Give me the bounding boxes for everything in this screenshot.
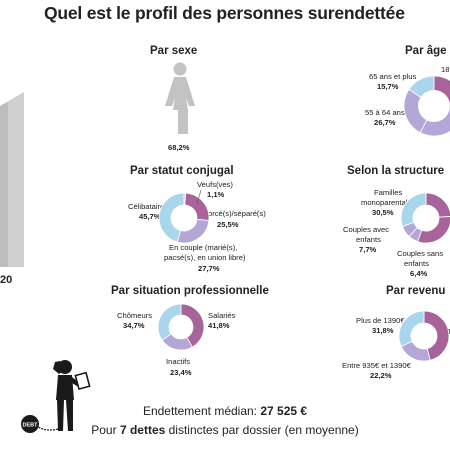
statut-slice-celibataires [158,192,185,243]
age-slice-other-a [433,75,450,104]
structure-label-avec-2: enfants [356,235,381,244]
structure-value-mono: 30,5% [372,208,394,217]
pro-value-chomeurs: 34,7% [123,321,145,330]
age-slice-65plus [408,75,435,98]
sexe-title: Par sexe [150,45,198,57]
sexe-value: 68,2% [168,143,190,152]
pro-value-salaries: 41,8% [208,321,230,330]
median-value: 27 525 € [260,404,308,418]
structure-slice-monoparentales [400,192,427,227]
debt-prisoner-icon: DEBT [21,360,91,433]
pro-label-inactifs: Inactifs [166,357,191,366]
median-debt-line: Endettement médian: 27 525 € [0,404,450,418]
age-title: Par âge [405,45,447,57]
debts-prefix: Pour [91,423,120,437]
statut-label-couple-1: En couple (marié(s), [169,243,238,252]
debts-value: 7 dettes [119,423,166,437]
pro-value-inactifs: 23,4% [170,368,192,377]
statut-slice-couple [176,218,210,244]
debts-count-line: Pour 7 dettes distinctes par dossier (en… [0,423,450,437]
statut-donut-chart [158,192,210,244]
age-value-55-64: 26,7% [374,118,396,127]
revenus-value-entre: 22,2% [370,371,392,380]
statut-leader-line [196,189,202,205]
structure-label-sans-1: Couples sans [397,249,444,258]
statut-label-veufs: Veufs(ves) [197,180,233,189]
left-panel-label: 20 [0,274,13,286]
structure-label-avec-1: Couples avec [343,225,390,234]
statut-value-couple: 27,7% [198,264,220,273]
pro-donut-chart [157,303,205,351]
pro-label-salaries: Salariés [208,311,236,320]
revenus-slice-other [423,310,450,361]
statut-label-divorce: Divorcé(s)/séparé(s) [197,209,266,218]
age-label-18: 18 [441,65,450,74]
structure-slice-other-b [417,216,450,244]
revenus-donut-chart [398,310,450,362]
pro-label-chomeurs: Chômeurs [117,311,153,320]
statut-label-couple-2: pacsé(s), en union libre) [164,253,246,262]
statut-value-veufs: 1,1% [207,190,225,199]
statut-value-celib: 45,7% [139,212,161,221]
structure-title: Selon la structure [347,165,445,177]
debt-ball-label: DEBT [23,423,39,429]
age-donut-chart [403,75,450,137]
woman-icon [165,62,195,134]
pro-title: Par situation professionnelle [111,285,269,297]
revenus-slice-plus [398,310,425,347]
structure-label-mono-1: Familles [374,188,403,197]
age-label-65plus: 65 ans et plus [369,72,417,81]
debts-suffix: distinctes par dossier (en moyenne) [165,423,359,437]
structure-value-avec: 7,7% [359,245,377,254]
structure-slice-other-a [425,192,450,218]
revenus-label-plus: Plus de 1390€ [356,316,405,325]
age-value-65plus: 15,7% [377,82,399,91]
statut-label-celib: Célibataires [128,202,169,211]
age-label-55-64: 55 à 64 ans [365,108,405,117]
age-slice-55-64 [403,88,428,134]
median-prefix: Endettement médian: [142,404,261,418]
structure-donut-chart [400,192,450,244]
structure-label-sans-2: enfants [404,259,429,268]
statut-value-divorce: 25,5% [217,220,239,229]
pro-slice-chomeurs [157,303,182,341]
statut-title: Par statut conjugal [130,165,234,177]
structure-value-sans: 6,4% [410,269,428,278]
revenus-value-plus: 31,8% [372,326,394,335]
structure-label-mono-2: monoparentales [361,198,416,207]
left-grey-panel [0,92,24,267]
pro-slice-salaries [180,303,205,348]
revenus-label-entre: Entre 935€ et 1390€ [342,361,411,370]
page-title: Quel est le profil des personnes surende… [44,3,405,23]
revenus-title: Par revenu [386,285,446,297]
